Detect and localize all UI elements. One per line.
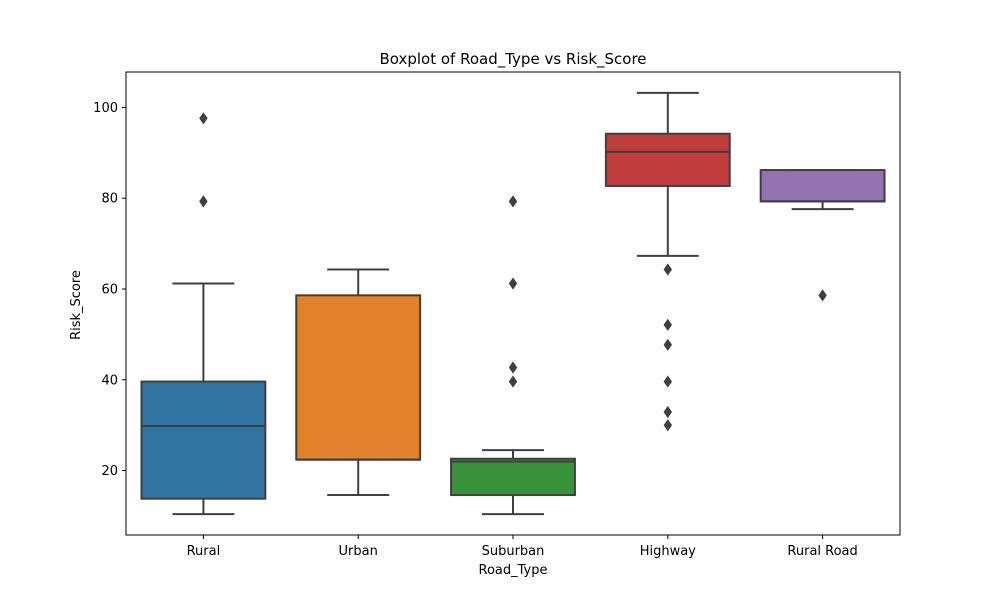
outlier-highway <box>663 419 673 432</box>
x-tick-label: Rural <box>187 544 221 559</box>
box-highway <box>604 132 731 187</box>
box-group-urban <box>295 268 422 497</box>
outlier-highway <box>663 375 673 388</box>
box-rural-road <box>759 169 886 203</box>
x-tick-label: Suburban <box>482 544 545 559</box>
outlier-rural-road <box>818 289 827 302</box>
x-axis-title: Road_Type <box>479 563 548 578</box>
x-tick-label: Rural Road <box>787 544 857 559</box>
y-tick-label: 20 <box>101 464 118 479</box>
y-tick-label: 60 <box>101 282 118 297</box>
box-urban <box>295 294 422 461</box>
y-tick-label: 40 <box>101 373 118 388</box>
outlier-suburban <box>508 375 518 388</box>
box-group-suburban <box>450 195 576 516</box>
outlier-rural <box>199 112 208 125</box>
outlier-suburban <box>508 361 518 374</box>
outlier-highway <box>663 318 673 331</box>
plot-area <box>140 91 886 516</box>
y-tick-label: 100 <box>93 101 118 116</box>
x-tick-label: Highway <box>640 544 696 559</box>
outlier-rural <box>199 195 208 208</box>
box-group-rural-road <box>759 169 886 302</box>
y-tick-label: 80 <box>101 192 118 207</box>
y-axis-title: Risk_Score <box>69 270 84 340</box>
chart-title: Boxplot of Road_Type vs Risk_Score <box>379 50 646 69</box>
outlier-suburban <box>508 195 518 208</box>
box-group-highway <box>604 91 731 432</box>
x-tick-label: Urban <box>339 544 378 559</box>
box-suburban <box>450 457 576 497</box>
outlier-highway <box>663 338 673 351</box>
outlier-highway <box>663 405 673 419</box>
box-rural <box>140 380 267 500</box>
outlier-highway <box>663 263 673 276</box>
box-group-rural <box>140 112 267 516</box>
outlier-suburban <box>508 277 518 290</box>
